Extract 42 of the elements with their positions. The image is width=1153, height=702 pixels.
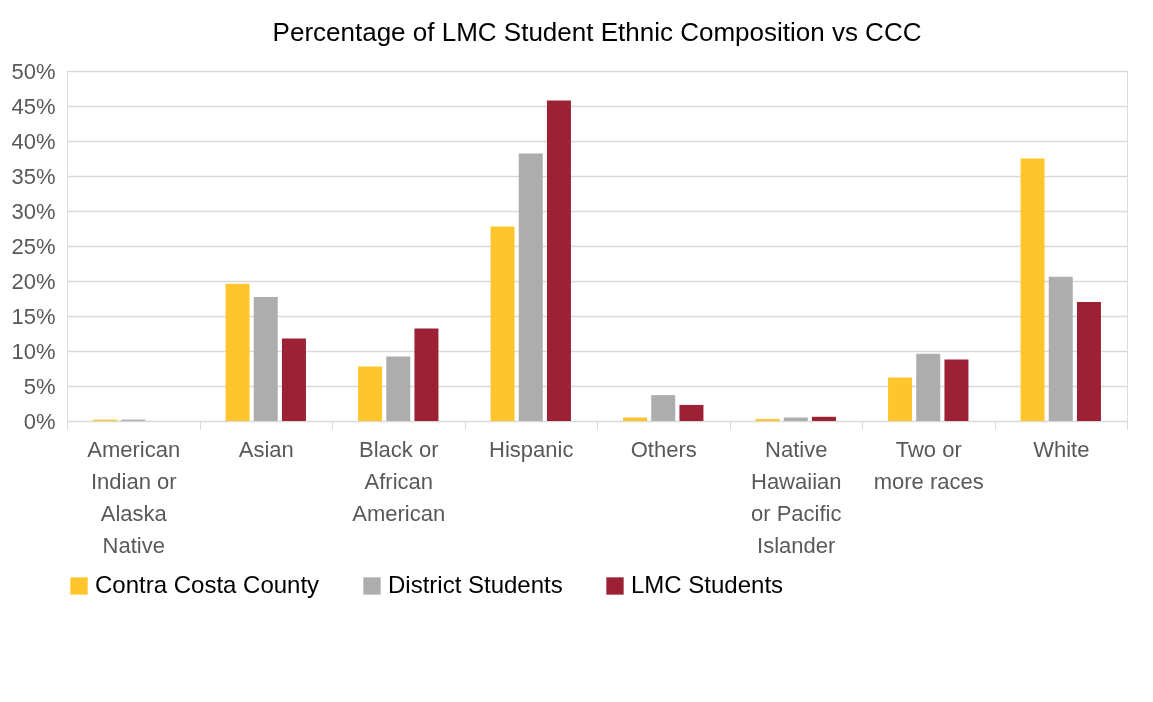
x-tick-label: American Indian or Alaska Native <box>87 436 181 558</box>
y-tick-label: 40% <box>11 128 56 154</box>
x-tick-label: Asian <box>238 436 294 462</box>
x-tick-label: Others <box>630 436 697 462</box>
bar <box>1020 158 1045 421</box>
bar <box>490 226 515 421</box>
x-tick-label: Two or more races <box>873 436 984 494</box>
bar <box>888 377 913 421</box>
bar <box>358 366 383 421</box>
bar <box>1048 276 1073 421</box>
y-tick-label: 10% <box>11 338 56 364</box>
y-tick-label: 15% <box>11 303 56 329</box>
bar <box>1076 302 1101 421</box>
x-tick-label: Native Hawaiian or Pacific Islander <box>751 436 842 558</box>
y-tick-label: 5% <box>23 373 56 399</box>
bar <box>253 297 278 421</box>
bar <box>679 404 704 421</box>
bar <box>916 353 941 421</box>
y-tick-label: 20% <box>11 268 56 294</box>
y-tick-label: 45% <box>11 93 56 119</box>
bar <box>651 395 676 421</box>
bar <box>755 418 780 421</box>
y-tick-label: 25% <box>11 233 56 259</box>
bar <box>518 153 543 421</box>
bar <box>386 356 411 421</box>
y-tick-label: 0% <box>23 408 56 434</box>
y-tick-label: 35% <box>11 163 56 189</box>
legend-label: District Students <box>388 571 563 598</box>
bar <box>811 416 836 421</box>
legend-label: Contra Costa County <box>95 571 320 598</box>
bar <box>546 100 571 421</box>
x-tick-label: Black or African American <box>352 436 446 526</box>
y-tick-label: 50% <box>11 58 56 84</box>
bar <box>281 338 306 421</box>
chart-title: Percentage of LMC Student Ethnic Composition vs CCC <box>272 17 922 47</box>
bar <box>944 359 969 421</box>
x-tick-label: Hispanic <box>489 436 574 462</box>
x-tick-label: White <box>1033 436 1090 462</box>
bar <box>225 283 250 421</box>
y-tick-label: 30% <box>11 198 56 224</box>
legend-label: LMC Students <box>631 571 784 598</box>
bar <box>414 328 439 421</box>
